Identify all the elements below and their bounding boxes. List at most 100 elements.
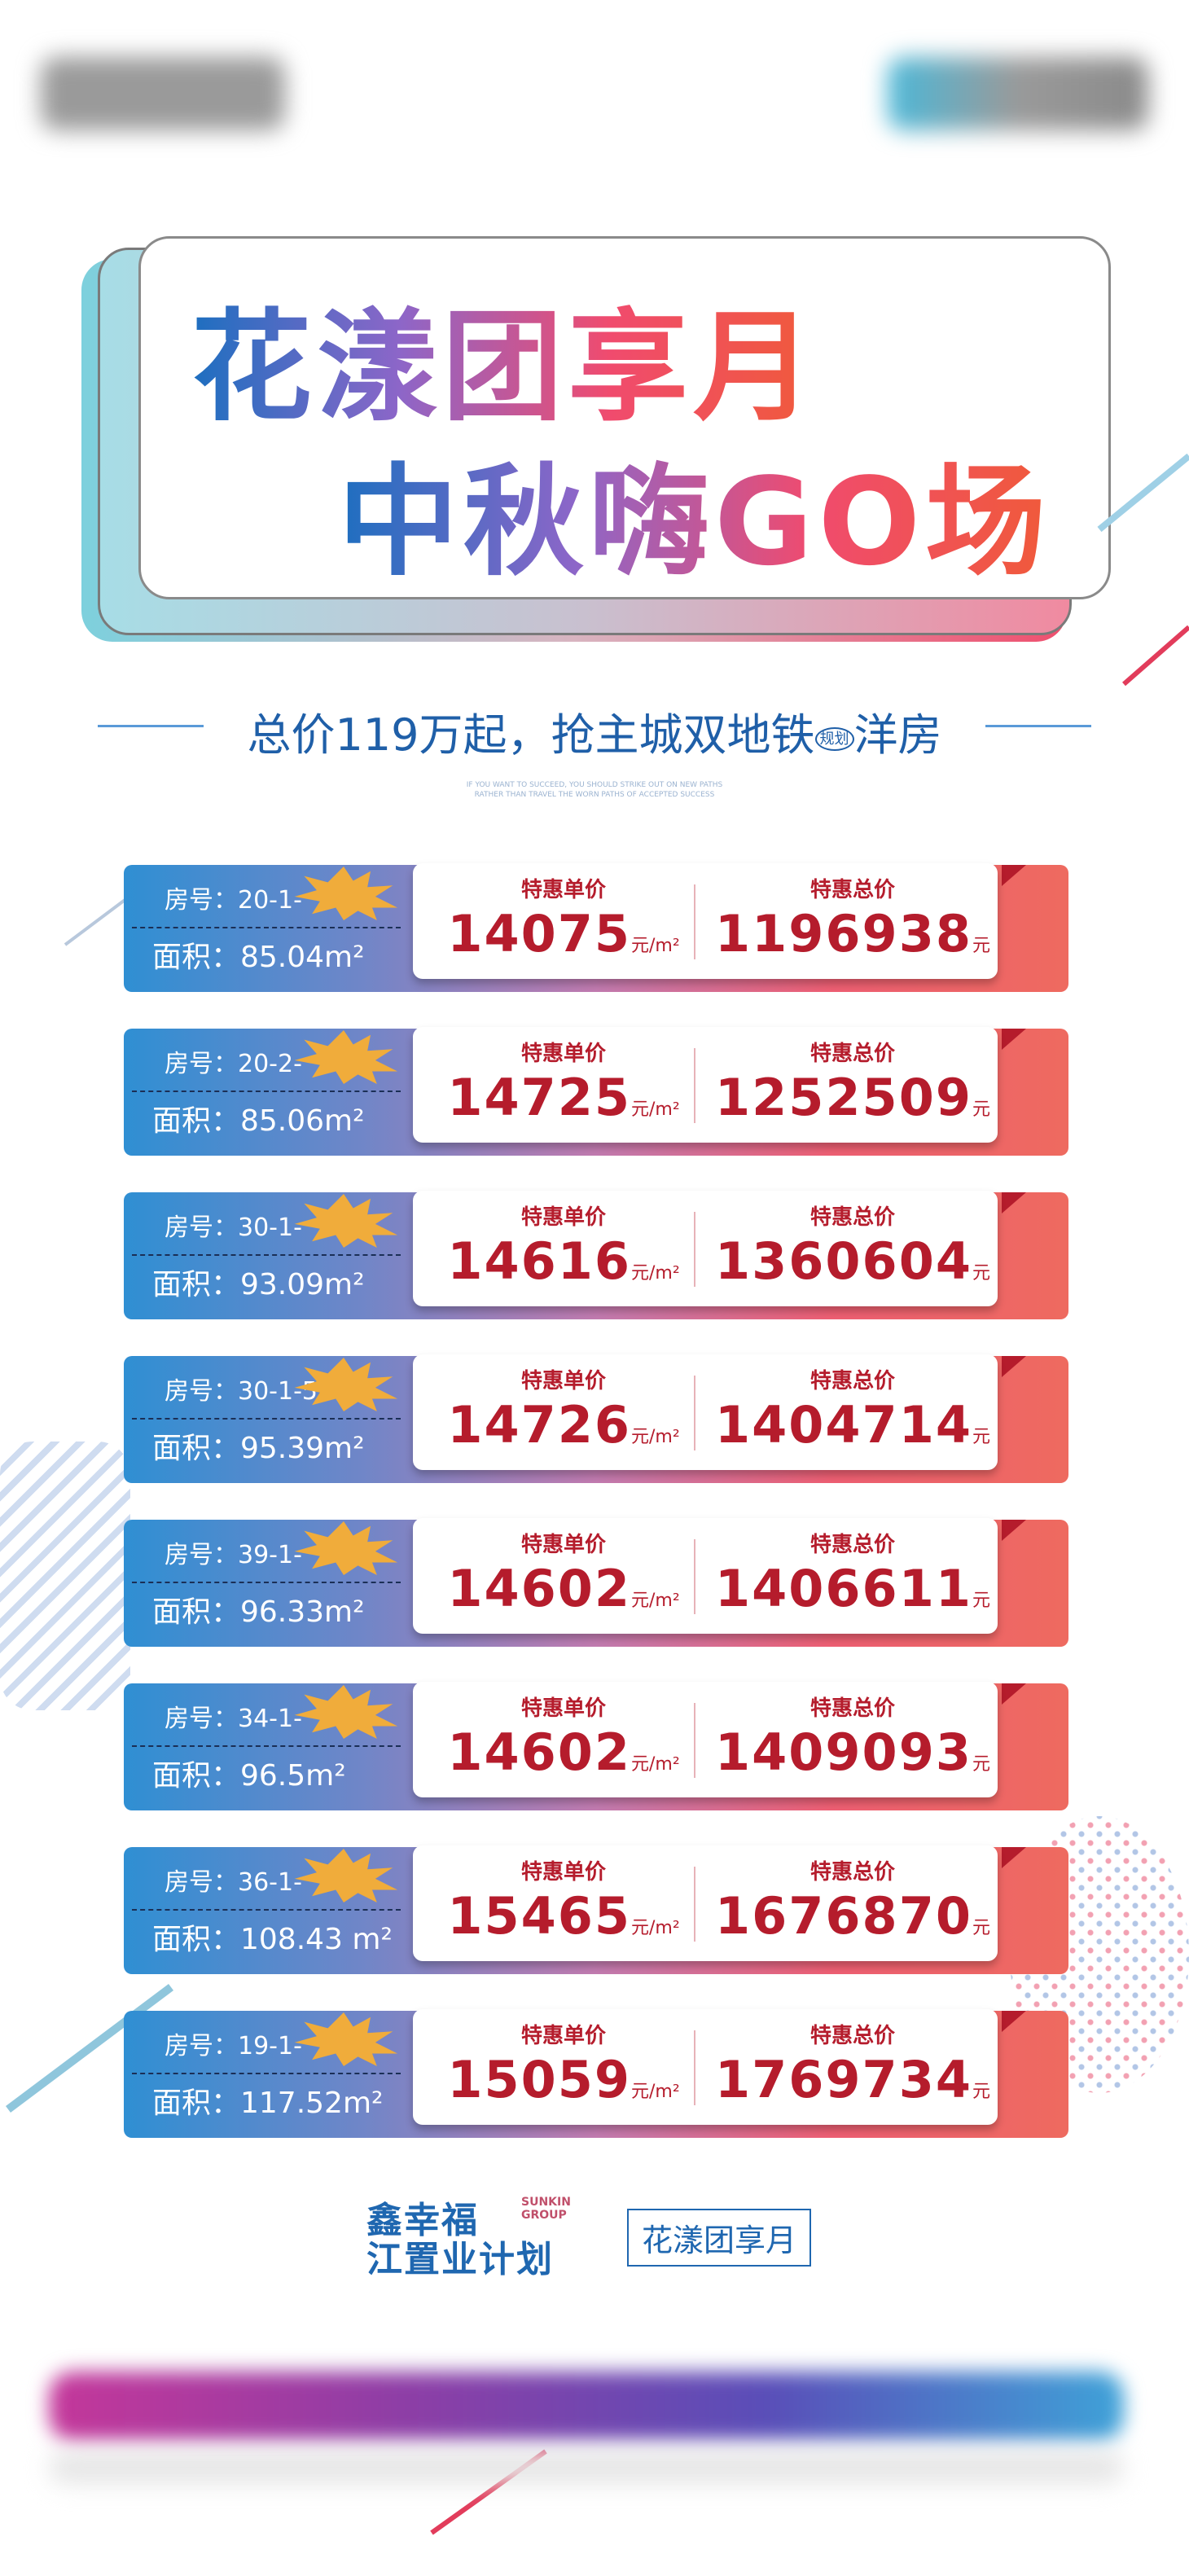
unit-price-number: 14616 <box>447 1231 632 1291</box>
total-price-suffix: 元 <box>972 1427 990 1447</box>
unit-price-value: 14726元/m² <box>429 1396 698 1467</box>
fine-print: IF YOU WANT TO SUCCEED, YOU SHOULD STRIK… <box>466 781 723 799</box>
campaign-logo: 花漾团享月 <box>627 2209 812 2267</box>
card-divider <box>694 1376 695 1450</box>
unit-price-suffix: 元/m² <box>631 1591 680 1611</box>
unit-price-suffix: 元/m² <box>631 1099 680 1120</box>
subtitle-badge: 规划 <box>814 727 854 752</box>
card-divider <box>694 884 695 959</box>
room-number: 房号：36-1- <box>165 1868 302 1897</box>
unit-price-label: 特惠单价 <box>520 1860 606 1885</box>
page-title-line-2: 中秋嗨GO场 <box>338 423 1051 599</box>
price-row: 房号：34-1- 面积：96.5m² 特惠单价 14602元/m² 特惠总价 140909… <box>124 1682 1068 1810</box>
room-info: 房号：36-1- 面积：108.43 m² <box>124 1847 433 1974</box>
unit-price-block: 特惠单价 14725元/m² <box>429 1037 698 1139</box>
card-divider <box>694 1539 695 1614</box>
unit-price-value: 14616元/m² <box>429 1232 698 1303</box>
unit-price-block: 特惠单价 15059元/m² <box>429 2019 698 2122</box>
unit-price-label: 特惠单价 <box>520 1042 606 1066</box>
total-price-value: 1196938元 <box>714 905 991 976</box>
total-price-block: 特惠总价 1252509元 <box>714 1037 991 1139</box>
total-price-suffix: 元 <box>972 1918 990 1938</box>
unit-price-suffix: 元/m² <box>631 936 680 956</box>
price-card: 特惠单价 15465元/m² 特惠总价 1676870元 <box>413 1845 998 1961</box>
room-area: 面积：108.43 m² <box>152 1923 393 1956</box>
total-price-value: 1406611元 <box>714 1560 991 1630</box>
total-price-suffix: 元 <box>972 1591 990 1611</box>
unit-price-suffix: 元/m² <box>631 1427 680 1447</box>
burst-icon <box>294 1029 398 1085</box>
blurred-logo-right <box>888 57 1148 130</box>
unit-price-value: 14602元/m² <box>429 1723 698 1794</box>
total-price-label: 特惠总价 <box>809 1042 895 1066</box>
subtitle-text: 总价119万起，抢主城双地铁 规划 洋房 <box>98 699 1091 763</box>
room-area: 面积：117.52m² <box>152 2087 384 2120</box>
total-price-number: 1769734 <box>715 2050 972 2109</box>
total-price-suffix: 元 <box>972 1099 990 1120</box>
title-box <box>138 236 1111 599</box>
subtitle-right-line <box>985 725 1091 727</box>
unit-price-number: 14725 <box>447 1068 632 1127</box>
price-card: 特惠单价 14726元/m² 特惠总价 1404714元 <box>413 1354 998 1470</box>
total-price-number: 1196938 <box>715 904 972 963</box>
total-price-value: 1252509元 <box>714 1069 991 1139</box>
price-card: 特惠单价 14602元/m² 特惠总价 1406611元 <box>413 1518 998 1634</box>
total-price-label: 特惠总价 <box>809 1860 895 1885</box>
unit-price-value: 15059元/m² <box>429 2051 698 2122</box>
page-title-line-1: 花漾团享月 <box>191 269 818 444</box>
price-row: 房号：30-1- 面积：93.09m² 特惠单价 14616元/m² 特惠总价 13606… <box>124 1191 1068 1319</box>
dashed-divider <box>132 1254 401 1256</box>
dashed-divider <box>132 2073 401 2074</box>
card-divider <box>694 2030 695 2105</box>
card-fold <box>1002 865 1026 886</box>
total-price-suffix: 元 <box>972 2082 990 2102</box>
room-area: 面积：85.04m² <box>152 941 365 974</box>
total-price-block: 特惠总价 1406611元 <box>714 1528 991 1630</box>
unit-price-value: 15465元/m² <box>429 1887 698 1958</box>
unit-price-number: 15059 <box>447 2050 632 2109</box>
room-number: 房号：20-2- <box>165 1050 302 1078</box>
unit-price-number: 14075 <box>447 904 632 963</box>
price-card: 特惠单价 14725元/m² 特惠总价 1252509元 <box>413 1027 998 1143</box>
dashed-divider <box>132 1418 401 1420</box>
unit-price-block: 特惠单价 14602元/m² <box>429 1692 698 1794</box>
unit-price-label: 特惠单价 <box>520 878 606 902</box>
dashed-divider <box>132 1909 401 1911</box>
burst-icon <box>294 2012 398 2067</box>
deco-line <box>1122 625 1189 687</box>
total-price-block: 特惠总价 1409093元 <box>714 1692 991 1794</box>
unit-price-block: 特惠单价 15465元/m² <box>429 1855 698 1958</box>
burst-icon <box>294 1684 398 1740</box>
unit-price-number: 15465 <box>447 1886 632 1946</box>
burst-icon <box>294 1848 398 1903</box>
total-price-value: 1769734元 <box>714 2051 991 2122</box>
total-price-label: 特惠总价 <box>809 1369 895 1393</box>
subtitle-prefix: 总价119万起，抢主城双地铁 <box>247 709 815 761</box>
deco-line <box>64 894 132 946</box>
price-row: 房号：19-1- 面积：117.52m² 特惠单价 15059元/m² 特惠总价 1769… <box>124 2009 1068 2138</box>
unit-price-suffix: 元/m² <box>631 1918 680 1938</box>
dashed-divider <box>132 1582 401 1583</box>
sunkin-logo-en: SUNKIN GROUP <box>521 2196 571 2222</box>
price-card: 特惠单价 14602元/m² 特惠总价 1409093元 <box>413 1682 998 1797</box>
total-price-suffix: 元 <box>972 936 990 956</box>
price-row: 房号：20-1- 面积：85.04m² 特惠单价 14075元/m² 特惠总价 11969… <box>124 863 1068 992</box>
burst-icon <box>294 866 398 921</box>
price-row: 房号：36-1- 面积：108.43 m² 特惠单价 15465元/m² 特惠总价 167… <box>124 1845 1068 1974</box>
room-area: 面积：93.09m² <box>152 1268 365 1301</box>
total-price-block: 特惠总价 1360604元 <box>714 1200 991 1303</box>
price-card: 特惠单价 14616元/m² 特惠总价 1360604元 <box>413 1191 998 1306</box>
total-price-number: 1406611 <box>715 1559 972 1618</box>
card-fold <box>1002 1192 1026 1213</box>
room-number: 房号：34-1- <box>165 1705 302 1733</box>
dashed-divider <box>132 1745 401 1747</box>
blurred-bottom-text <box>49 2451 1124 2484</box>
unit-price-suffix: 元/m² <box>631 1754 680 1775</box>
card-fold <box>1002 1847 1026 1868</box>
deco-line <box>1097 453 1189 533</box>
card-divider <box>694 1867 695 1942</box>
total-price-label: 特惠总价 <box>809 1205 895 1230</box>
room-area: 面积：95.39m² <box>152 1432 365 1465</box>
price-row: 房号：39-1- 面积：96.33m² 特惠单价 14602元/m² 特惠总价 14066… <box>124 1518 1068 1647</box>
subtitle-suffix: 洋房 <box>853 709 942 761</box>
